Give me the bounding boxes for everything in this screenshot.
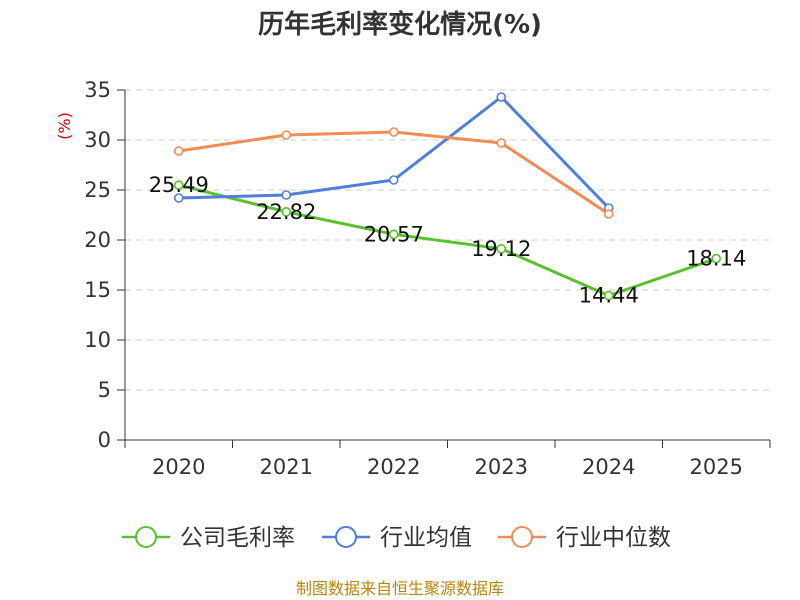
legend-marker-0	[135, 526, 157, 548]
series-lines	[173, 92, 722, 301]
data-label-2023: 19.12	[471, 237, 531, 261]
y-axis-unit-label: (%)	[55, 112, 74, 140]
legend-item-0: 公司毛利率	[122, 525, 295, 551]
legend: 公司毛利率 行业均值 行业中位数	[122, 525, 671, 551]
data-point-1-2021	[281, 190, 292, 200]
legend-label-1: 行业均值	[380, 525, 472, 551]
x-tick-label-2020: 2020	[152, 455, 205, 479]
data-point-2-2022	[388, 127, 399, 137]
data-label-2020: 25.49	[149, 173, 209, 197]
y-tick-label-25: 25	[84, 178, 111, 202]
series-line-0	[178, 183, 717, 298]
data-point-1-2022	[388, 175, 399, 185]
data-label-2025: 18.14	[686, 247, 746, 271]
x-tick-label-2023: 2023	[475, 455, 528, 479]
data-point-2-2021	[281, 130, 292, 140]
y-tick-label-20: 20	[84, 228, 111, 252]
data-point-0-2025	[711, 253, 722, 264]
legend-item-2: 行业中位数	[498, 525, 671, 551]
x-tick-label-2022: 2022	[367, 455, 420, 479]
series-line-1	[178, 95, 610, 210]
y-tick-label-35: 35	[84, 78, 111, 102]
legend-marker-2	[511, 526, 533, 548]
y-tick-label-0: 0	[98, 428, 111, 452]
data-label-2022: 20.57	[364, 222, 424, 246]
legend-label-0: 公司毛利率	[180, 525, 295, 551]
y-tick-label-5: 5	[98, 378, 111, 402]
data-point-0-2023	[496, 244, 507, 254]
data-label-2021: 22.82	[256, 200, 316, 224]
legend-label-2: 行业中位数	[556, 525, 671, 551]
legend-marker-1	[335, 526, 357, 548]
data-labels: 25.49 22.82 20.57 19.12 14.44 18.14	[149, 173, 747, 308]
y-tick-label-30: 30	[84, 128, 111, 152]
data-point-2-2023	[496, 138, 507, 148]
x-tick-label-2025: 2025	[690, 455, 743, 479]
data-point-2-2024	[603, 209, 614, 219]
data-label-2024: 14.44	[579, 284, 639, 308]
data-point-2-2020	[173, 146, 184, 156]
data-point-0-2024	[603, 290, 614, 301]
x-tick-label-2024: 2024	[582, 455, 635, 479]
data-point-0-2022	[388, 229, 399, 240]
data-point-1-2020	[173, 193, 184, 203]
y-tick-label-10: 10	[84, 328, 111, 352]
data-point-0-2021	[281, 207, 292, 217]
data-point-0-2020	[173, 180, 184, 190]
data-source-note: 制图数据来自恒生聚源数据库	[296, 579, 504, 598]
y-tick-label-15: 15	[84, 278, 111, 302]
legend-item-1: 行业均值	[322, 525, 472, 551]
data-point-1-2023	[496, 92, 507, 102]
chart-title: 历年毛利率变化情况(%)	[258, 9, 542, 40]
gridlines	[125, 89, 770, 391]
x-tick-label-2021: 2021	[260, 455, 313, 479]
